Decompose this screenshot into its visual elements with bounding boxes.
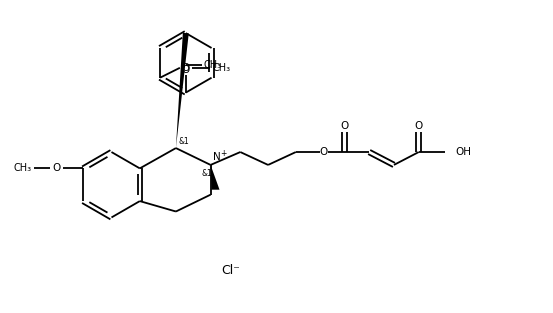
Text: OH: OH <box>456 147 471 157</box>
Text: O: O <box>182 65 190 75</box>
Text: O: O <box>53 163 60 173</box>
Text: CH₃: CH₃ <box>14 163 32 173</box>
Text: O: O <box>320 147 328 157</box>
Text: O: O <box>340 121 348 131</box>
Text: CH₃: CH₃ <box>212 63 231 73</box>
Text: N: N <box>213 152 221 162</box>
Polygon shape <box>176 33 189 148</box>
Text: CH₃: CH₃ <box>204 60 222 70</box>
Text: &1: &1 <box>201 169 212 178</box>
Text: Cl⁻: Cl⁻ <box>221 264 240 278</box>
Text: O: O <box>415 121 423 131</box>
Polygon shape <box>211 165 220 190</box>
Text: +: + <box>220 149 227 157</box>
Text: &1: &1 <box>179 137 189 146</box>
Text: O: O <box>182 63 190 73</box>
